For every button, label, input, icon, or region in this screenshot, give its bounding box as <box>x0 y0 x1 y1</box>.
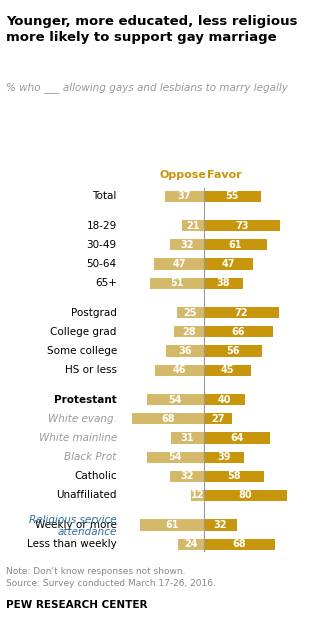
Text: 36: 36 <box>178 346 192 356</box>
Text: 54: 54 <box>169 395 182 405</box>
Bar <box>147 451 204 463</box>
Text: 32: 32 <box>180 471 193 481</box>
Bar <box>132 414 204 425</box>
Bar <box>154 259 204 270</box>
Text: 28: 28 <box>182 327 196 337</box>
Text: 65+: 65+ <box>95 278 117 288</box>
Bar <box>204 365 250 376</box>
Bar <box>204 326 272 337</box>
Bar <box>204 345 262 356</box>
Bar <box>155 365 204 376</box>
Text: 56: 56 <box>226 346 240 356</box>
Text: Younger, more educated, less religious
more likely to support gay marriage: Younger, more educated, less religious m… <box>6 16 298 45</box>
Text: Note: Don’t know responses not shown.
Source: Survey conducted March 17-26, 2016: Note: Don’t know responses not shown. So… <box>6 567 216 588</box>
Text: Postgrad: Postgrad <box>71 308 117 317</box>
Bar <box>204 414 232 425</box>
Text: Some college: Some college <box>46 346 117 356</box>
Text: 46: 46 <box>173 365 186 375</box>
Bar <box>204 278 243 289</box>
Text: 61: 61 <box>165 520 178 530</box>
Text: 68: 68 <box>232 539 246 549</box>
Text: Catholic: Catholic <box>74 471 117 481</box>
Text: 64: 64 <box>230 433 244 443</box>
Bar <box>204 394 245 405</box>
Bar <box>204 539 275 550</box>
Text: 66: 66 <box>231 327 245 337</box>
Bar <box>150 278 204 289</box>
Bar <box>171 433 204 443</box>
Text: 72: 72 <box>234 308 248 317</box>
Text: 54: 54 <box>169 452 182 462</box>
Text: 32: 32 <box>180 240 193 250</box>
Text: College grad: College grad <box>51 327 117 337</box>
Text: Unaffiliated: Unaffiliated <box>56 490 117 500</box>
Text: 12: 12 <box>191 490 204 500</box>
Text: 55: 55 <box>225 191 239 201</box>
Bar <box>204 190 261 202</box>
Text: 21: 21 <box>186 221 199 231</box>
Text: Less than weekly: Less than weekly <box>27 539 117 549</box>
Text: Oppose: Oppose <box>159 170 206 180</box>
Text: 47: 47 <box>172 259 186 269</box>
Bar <box>204 239 267 250</box>
Bar <box>204 520 237 531</box>
Text: Protestant: Protestant <box>54 395 117 405</box>
Bar <box>204 220 280 231</box>
Text: Favor: Favor <box>207 170 242 180</box>
Text: 58: 58 <box>227 471 241 481</box>
Bar <box>191 490 204 501</box>
Text: 39: 39 <box>217 452 231 462</box>
Bar <box>204 433 270 443</box>
Text: 30-49: 30-49 <box>86 240 117 250</box>
Text: 68: 68 <box>161 414 175 424</box>
Text: 27: 27 <box>211 414 224 424</box>
Bar <box>165 190 204 202</box>
Bar <box>177 307 204 318</box>
Bar <box>166 345 204 356</box>
Bar <box>204 490 287 501</box>
Text: 25: 25 <box>184 308 197 317</box>
Bar <box>170 471 204 482</box>
Text: 24: 24 <box>184 539 198 549</box>
Text: 61: 61 <box>229 240 242 250</box>
Text: HS or less: HS or less <box>65 365 117 375</box>
Text: 51: 51 <box>170 278 184 288</box>
Text: 40: 40 <box>218 395 231 405</box>
Text: 50-64: 50-64 <box>86 259 117 269</box>
Bar <box>182 220 204 231</box>
Bar <box>140 520 204 531</box>
Bar <box>204 259 253 270</box>
Text: 80: 80 <box>238 490 252 500</box>
Text: Black Prot: Black Prot <box>64 452 117 462</box>
Text: Total: Total <box>92 191 117 201</box>
Text: Religious service
attendance: Religious service attendance <box>29 515 117 538</box>
Bar <box>204 451 244 463</box>
Text: 38: 38 <box>217 278 230 288</box>
Bar <box>204 307 279 318</box>
Bar <box>170 239 204 250</box>
Text: 73: 73 <box>235 221 248 231</box>
Text: 32: 32 <box>214 520 227 530</box>
Bar <box>204 471 264 482</box>
Text: 45: 45 <box>220 365 234 375</box>
Text: 18-29: 18-29 <box>86 221 117 231</box>
Bar <box>179 539 204 550</box>
Text: 31: 31 <box>180 433 194 443</box>
Bar <box>174 326 204 337</box>
Text: 47: 47 <box>221 259 235 269</box>
Text: White evang.: White evang. <box>48 414 117 424</box>
Bar <box>147 394 204 405</box>
Text: Weekly or more: Weekly or more <box>35 520 117 530</box>
Text: PEW RESEARCH CENTER: PEW RESEARCH CENTER <box>6 600 148 610</box>
Text: White mainline: White mainline <box>38 433 117 443</box>
Text: % who ___ allowing gays and lesbians to marry legally: % who ___ allowing gays and lesbians to … <box>6 82 288 93</box>
Text: 37: 37 <box>177 191 191 201</box>
